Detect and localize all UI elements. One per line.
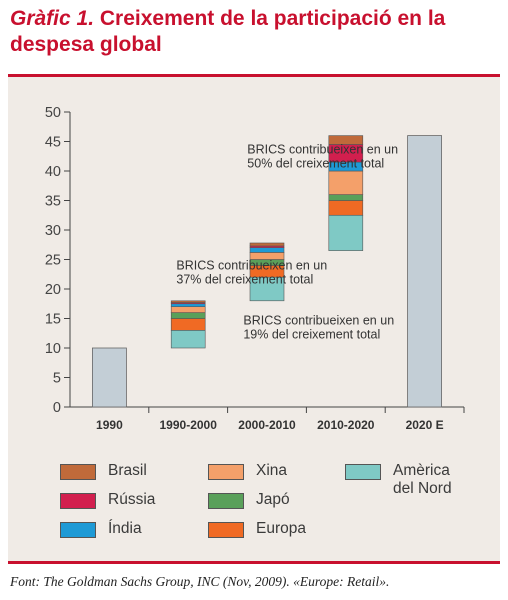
legend-item-russia: Rússia [60, 491, 155, 509]
legend-item-xina: Xina [208, 462, 287, 480]
bar-segment-xina [170, 306, 206, 313]
bar-segment-brasil [328, 135, 364, 145]
x-tick-label: 2000-2010 [238, 418, 296, 432]
legend-item-india: Índia [60, 520, 142, 538]
legend-label: Amèrica del Nord [393, 462, 452, 497]
bar-segment-europa [170, 318, 206, 331]
annotation-line2: 37% del creixement total [176, 273, 313, 287]
chart-title: Gràfic 1. Creixement de la participació … [10, 6, 500, 58]
bar-segment-japo [170, 312, 206, 319]
bottom-rule [8, 561, 500, 564]
legend-label: Brasil [108, 462, 147, 479]
legend-label: Xina [256, 462, 288, 479]
x-tick-label: 2020 E [406, 418, 444, 432]
bar-segment-europa [328, 200, 364, 216]
bar-segment-india [170, 303, 206, 307]
legend-item-america-del-nord: Amèrica del Nord [345, 462, 452, 498]
y-tick-label: 30 [45, 223, 61, 239]
bar-segment-xina [328, 170, 364, 195]
y-tick-label: 15 [45, 312, 61, 328]
bar-total [92, 347, 127, 408]
legend-item-europa: Europa [208, 520, 306, 538]
legend-swatch [208, 493, 244, 509]
bar-total [407, 135, 443, 408]
x-tick-label: 2010-2020 [317, 418, 375, 432]
legend-swatch [345, 464, 381, 480]
y-tick-label: 40 [45, 164, 61, 180]
y-tick-label: 5 [53, 371, 61, 387]
annotation-line1: BRICS contribueixen en un [176, 259, 327, 273]
bar-segment-japo [328, 194, 364, 201]
y-tick-label: 45 [45, 135, 61, 151]
annotation-line2: 19% del creixement total [243, 327, 380, 341]
x-tick-label: 1990 [96, 418, 123, 432]
bar-segment-america-del-nord [170, 330, 206, 349]
bar-segment-america-del-nord [328, 214, 364, 251]
legend-swatch [208, 464, 244, 480]
chart-title-lead: Gràfic 1. [10, 7, 95, 30]
x-tick-label: 1990-2000 [160, 418, 218, 432]
bar-segment-brasil [249, 242, 285, 247]
legend-label: Índia [108, 520, 142, 537]
bar-segment-india [249, 247, 285, 253]
source-note: Font: The Goldman Sachs Group, INC (Nov,… [10, 574, 390, 589]
annotation-line1: BRICS contribueixen en un [247, 142, 398, 156]
legend-item-japo: Japó [208, 491, 290, 509]
legend-label: Europa [256, 520, 306, 537]
y-tick-label: 0 [53, 400, 61, 416]
legend-item-brasil: Brasil [60, 462, 147, 480]
annotation-line2: 50% del creixement total [247, 156, 384, 170]
y-tick-label: 25 [45, 253, 61, 269]
chart-title-text: Creixement de la participació en la desp… [10, 7, 446, 56]
legend-swatch [208, 522, 244, 538]
legend-label: Japó [256, 491, 290, 508]
legend-swatch [60, 493, 96, 509]
legend-label: Rússia [108, 491, 156, 508]
bar-segment-brasil [170, 300, 206, 303]
bar-chart: 0 5 10 15 20 25 30 35 40 45 50 1990 1990-2000 2000-20… [45, 105, 465, 432]
top-rule [8, 74, 500, 77]
y-tick-label: 35 [45, 194, 61, 210]
annotation-line1: BRICS contribueixen en un [243, 313, 394, 327]
y-tick-label: 50 [45, 105, 61, 121]
legend-swatch [60, 464, 96, 480]
legend-swatch [60, 522, 96, 538]
legend: Brasil Rússia Índia Xina Japó Europa Amèrica d… [60, 462, 500, 558]
y-tick-label: 20 [45, 282, 61, 298]
y-tick-label: 10 [45, 341, 61, 357]
